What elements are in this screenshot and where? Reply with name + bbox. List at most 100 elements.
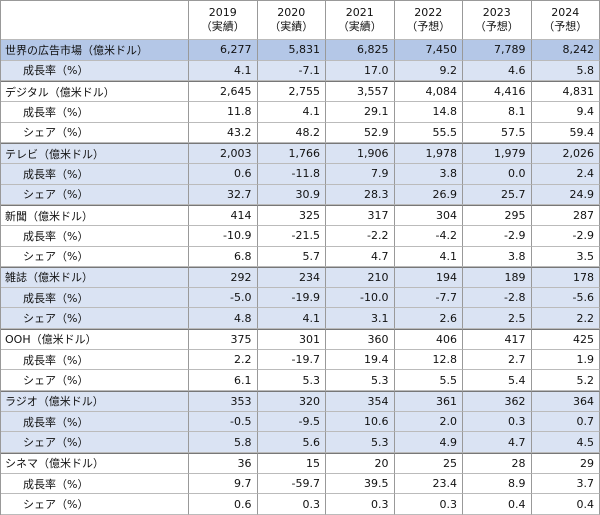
cell-value: 7,450	[394, 40, 463, 61]
header-cell: 2021 （実績）	[326, 1, 395, 40]
sub-row-label: シェア（%）	[1, 308, 189, 330]
row-label: OOH（億米ドル）	[1, 329, 189, 350]
sub-row-label: シェア（%）	[1, 370, 189, 392]
cell-value: 2.2	[531, 308, 600, 330]
cell-value: 3,557	[326, 81, 395, 102]
cell-value: 4,416	[463, 81, 532, 102]
status-note: （予想）	[406, 20, 451, 33]
cell-value: 30.9	[257, 184, 326, 206]
cell-value: 2.2	[189, 349, 258, 371]
cell-value: -2.8	[463, 287, 532, 309]
cell-value: 28.3	[326, 184, 395, 206]
cell-value: 24.9	[531, 184, 600, 206]
year: 2021	[345, 6, 374, 19]
year: 2020	[277, 6, 306, 19]
cell-value: 1,979	[463, 143, 532, 164]
row-label: シネマ（億米ドル）	[1, 453, 189, 474]
cell-value: 26.9	[394, 184, 463, 206]
cell-value: 6.8	[189, 246, 258, 268]
cell-value: 4.1	[189, 60, 258, 82]
cell-value: 29	[531, 453, 600, 474]
row-label: 世界の広告市場（億米ドル）	[1, 40, 189, 61]
sub-row-label: シェア（%）	[1, 494, 189, 515]
sub-row-label: 成長率（%）	[1, 60, 189, 82]
cell-value: -9.5	[257, 411, 326, 433]
cell-value: -2.9	[463, 225, 532, 247]
cell-value: 4.1	[394, 246, 463, 268]
cell-value: 5,831	[257, 40, 326, 61]
sub-row-label: 成長率（%）	[1, 225, 189, 247]
cell-value: -5.0	[189, 287, 258, 309]
cell-value: 14.8	[394, 101, 463, 123]
cell-value: 5.8	[531, 60, 600, 82]
cell-value: 11.8	[189, 101, 258, 123]
cell-value: 52.9	[326, 122, 395, 144]
cell-value: 0.7	[531, 411, 600, 433]
cell-value: -19.9	[257, 287, 326, 309]
cell-value: 5.7	[257, 246, 326, 268]
cell-value: 2.0	[394, 411, 463, 433]
cell-value: 2.6	[394, 308, 463, 330]
status-note: （予想）	[543, 20, 588, 33]
cell-value: -0.5	[189, 411, 258, 433]
year: 2019	[208, 6, 237, 19]
sub-row-label: シェア（%）	[1, 432, 189, 454]
cell-value: 0.3	[394, 494, 463, 515]
sub-row-label: 成長率（%）	[1, 349, 189, 371]
cell-value: 5.3	[326, 370, 395, 392]
cell-value: 3.8	[463, 246, 532, 268]
cell-value: 3.5	[531, 246, 600, 268]
cell-value: 295	[463, 205, 532, 226]
cell-value: 425	[531, 329, 600, 350]
cell-value: 1,978	[394, 143, 463, 164]
cell-value: 4.8	[189, 308, 258, 330]
sub-row-label: シェア（%）	[1, 184, 189, 206]
sub-row-label: シェア（%）	[1, 122, 189, 144]
cell-value: 19.4	[326, 349, 395, 371]
cell-value: 20	[326, 453, 395, 474]
row-label: ラジオ（億米ドル）	[1, 391, 189, 412]
status-note: （実績）	[269, 20, 314, 33]
cell-value: 8.9	[463, 473, 532, 495]
cell-value: 353	[189, 391, 258, 412]
cell-value: 362	[463, 391, 532, 412]
cell-value: 2,645	[189, 81, 258, 102]
header-cell: 2023 （予想）	[463, 1, 532, 40]
header-cell: 2024 （予想）	[531, 1, 600, 40]
cell-value: -11.8	[257, 163, 326, 185]
cell-value: 5.6	[257, 432, 326, 454]
cell-value: 5.3	[257, 370, 326, 392]
cell-value: 12.8	[394, 349, 463, 371]
cell-value: 304	[394, 205, 463, 226]
cell-value: 3.7	[531, 473, 600, 495]
cell-value: 5.4	[463, 370, 532, 392]
year: 2024	[551, 6, 580, 19]
status-note: （実績）	[200, 20, 245, 33]
cell-value: -19.7	[257, 349, 326, 371]
sub-row-label: 成長率（%）	[1, 163, 189, 185]
cell-value: 8.1	[463, 101, 532, 123]
cell-value: -5.6	[531, 287, 600, 309]
row-label: デジタル（億米ドル）	[1, 81, 189, 102]
cell-value: 375	[189, 329, 258, 350]
cell-value: 1,906	[326, 143, 395, 164]
cell-value: 25.7	[463, 184, 532, 206]
sub-row-label: 成長率（%）	[1, 287, 189, 309]
cell-value: 4.1	[257, 101, 326, 123]
cell-value: 9.2	[394, 60, 463, 82]
cell-value: 0.0	[463, 163, 532, 185]
cell-value: -7.7	[394, 287, 463, 309]
cell-value: 292	[189, 267, 258, 288]
cell-value: 354	[326, 391, 395, 412]
cell-value: 36	[189, 453, 258, 474]
cell-value: 0.6	[189, 494, 258, 515]
cell-value: 4.5	[531, 432, 600, 454]
header-cell: 2019 （実績）	[189, 1, 258, 40]
cell-value: 0.4	[463, 494, 532, 515]
cell-value: 301	[257, 329, 326, 350]
status-note: （実績）	[337, 20, 382, 33]
status-note: （予想）	[474, 20, 519, 33]
header-cell: 2020 （実績）	[257, 1, 326, 40]
cell-value: 6,277	[189, 40, 258, 61]
